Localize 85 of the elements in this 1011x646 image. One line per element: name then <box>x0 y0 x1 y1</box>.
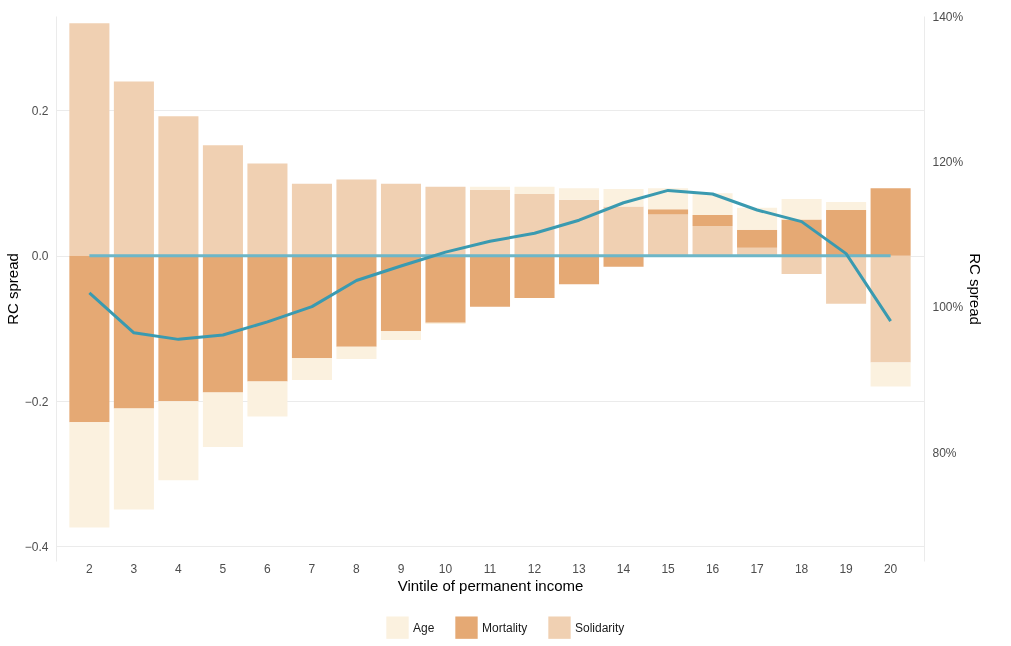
x-tick-label: 8 <box>353 561 361 576</box>
legend-label: Mortality <box>482 620 528 635</box>
bar <box>603 255 644 267</box>
bar <box>737 229 778 248</box>
x-tick-label: 2 <box>86 561 94 576</box>
x-tick-label: 16 <box>705 561 720 576</box>
bar <box>336 179 377 256</box>
bar <box>469 255 511 307</box>
bar <box>558 255 600 285</box>
y-tick-label: 0.0 <box>31 249 49 264</box>
bar <box>158 401 199 481</box>
x-tick-label: 20 <box>883 561 898 576</box>
x-tick-label: 19 <box>839 561 854 576</box>
bar <box>113 408 154 510</box>
bar <box>113 81 154 256</box>
bar <box>425 255 466 323</box>
bar <box>113 255 154 409</box>
x-tick-label: 13 <box>572 561 587 576</box>
bar <box>826 202 867 211</box>
bar <box>425 186 466 256</box>
bar <box>69 23 110 256</box>
bar <box>781 255 822 274</box>
x-tick-label: 3 <box>130 561 138 576</box>
x-tick-label: 5 <box>219 561 227 576</box>
bar <box>202 392 243 447</box>
x-axis-title: Vintile of permanent income <box>397 576 584 594</box>
bar <box>247 255 288 382</box>
bar <box>336 346 377 359</box>
bar <box>648 209 689 215</box>
bar <box>158 255 199 402</box>
line-series <box>87 188 893 341</box>
bar <box>202 255 243 393</box>
x-tick-label: 18 <box>794 561 809 576</box>
x-tick-label: 6 <box>264 561 272 576</box>
bar <box>469 189 511 256</box>
legend-label: Age <box>413 620 435 635</box>
bar <box>870 255 911 363</box>
bar <box>558 188 600 200</box>
bar <box>514 186 555 195</box>
bar <box>737 207 778 230</box>
bar <box>826 255 867 304</box>
bar <box>69 422 110 528</box>
y2-axis-title: RC spread <box>967 253 985 325</box>
y2-tick-label: 80% <box>932 445 957 460</box>
bar <box>380 331 422 341</box>
bar <box>514 194 555 256</box>
x-tick-label: 12 <box>527 561 542 576</box>
bar <box>380 255 422 332</box>
y-tick-label: −0.4 <box>24 539 49 554</box>
bar <box>291 183 332 256</box>
bar <box>158 116 199 256</box>
y2-tick-label: 100% <box>932 300 964 315</box>
y-tick-label: 0.2 <box>31 103 49 118</box>
bar <box>69 255 110 423</box>
x-tick-label: 4 <box>175 561 183 576</box>
bar <box>202 145 243 256</box>
bar <box>291 255 332 359</box>
bar <box>603 206 644 256</box>
bar <box>781 199 822 220</box>
bar <box>870 188 911 256</box>
x-tick-label: 17 <box>750 561 765 576</box>
x-tick-label: 9 <box>397 561 405 576</box>
x-tick-label: 10 <box>438 561 453 576</box>
bar <box>558 199 600 256</box>
bar <box>826 210 867 256</box>
x-tick-label: 7 <box>308 561 316 576</box>
y2-tick-label: 120% <box>932 154 964 169</box>
y-axis-title: RC spread <box>3 253 21 325</box>
bar <box>514 255 555 298</box>
bar <box>469 186 511 190</box>
bar <box>247 381 288 417</box>
x-tick-label: 11 <box>483 561 497 576</box>
x-tick-label: 14 <box>616 561 631 576</box>
x-tick-label: 15 <box>661 561 676 576</box>
legend-label: Solidarity <box>575 620 625 635</box>
bar <box>692 226 733 256</box>
y2-tick-label: 140% <box>932 9 964 24</box>
y-tick-label: −0.2 <box>24 394 49 409</box>
bar <box>247 163 288 256</box>
bar <box>336 255 377 347</box>
bar <box>692 215 733 227</box>
bar <box>380 183 422 256</box>
bar <box>291 358 332 381</box>
bar <box>870 362 911 387</box>
bar <box>648 214 689 256</box>
